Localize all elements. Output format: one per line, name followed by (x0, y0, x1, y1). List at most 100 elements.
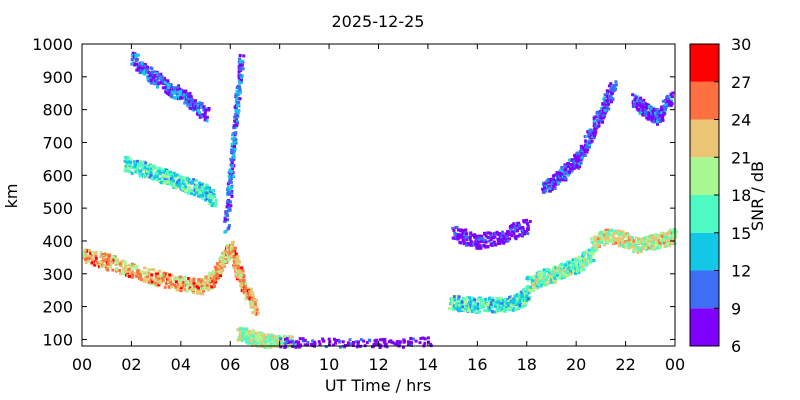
heatmap-cell (311, 339, 315, 343)
heatmap-cell (201, 115, 204, 119)
heatmap-cell (567, 263, 570, 266)
heatmap-cell (383, 338, 387, 342)
heatmap-cell (226, 182, 230, 186)
heatmap-cell (224, 229, 228, 233)
heatmap-cell (238, 97, 242, 101)
heatmap-cell (213, 285, 217, 288)
heatmap-cell (636, 237, 640, 241)
heatmap-cell (513, 299, 517, 303)
heatmap-cell (479, 237, 483, 241)
heatmap-cell (520, 228, 524, 232)
heatmap-cell (482, 243, 486, 247)
heatmap-cell (170, 95, 174, 99)
heatmap-cell (163, 275, 166, 279)
heatmap-cell (131, 273, 135, 277)
heatmap-cell (154, 176, 158, 180)
heatmap-cell (141, 271, 145, 275)
heatmap-cell (126, 166, 130, 170)
heatmap-cell (225, 244, 229, 248)
heatmap-cell (460, 233, 464, 237)
heatmap-cell (505, 235, 509, 239)
heatmap-cell (563, 266, 567, 270)
heatmap-cell (542, 273, 546, 277)
heatmap-cell (240, 271, 244, 275)
heatmap-cell (135, 68, 139, 72)
heatmap-cell (459, 241, 463, 245)
heatmap-cell (609, 94, 613, 98)
heatmap-cell (648, 111, 652, 115)
heatmap-cell (128, 274, 131, 278)
heatmap-cell (594, 238, 597, 242)
heatmap-cell (145, 169, 149, 173)
heatmap-cell (193, 103, 197, 107)
heatmap-cell (194, 107, 198, 111)
heatmap-cell (558, 270, 562, 274)
heatmap-cell (134, 170, 138, 174)
heatmap-cell (203, 113, 207, 117)
heatmap-cell (511, 301, 515, 305)
heatmap-cell (256, 335, 260, 339)
heatmap-cell (448, 307, 451, 310)
heatmap-cell (271, 335, 275, 339)
heatmap-cell (198, 111, 201, 115)
heatmap-cell (552, 265, 556, 269)
heatmap-cell (190, 278, 194, 282)
heatmap-cell (633, 98, 637, 101)
heatmap-cell (461, 297, 465, 301)
heatmap-cell (190, 287, 194, 291)
heatmap-cell (108, 253, 112, 257)
heatmap-cell (531, 288, 535, 292)
heatmap-cell (155, 175, 159, 179)
x-axis-ticks: 00 02 04 06 08 10 12 14 16 18 20 22 00 (72, 44, 685, 374)
heatmap-cell (229, 158, 233, 162)
heatmap-cell (150, 164, 154, 168)
heatmap-cell (666, 239, 670, 243)
heatmap-cell (543, 269, 547, 273)
heatmap-cell (194, 191, 198, 195)
heatmap-cell (143, 164, 147, 168)
heatmap-cell (509, 303, 513, 307)
heatmap-cell (202, 192, 205, 196)
heatmap-cell (169, 173, 173, 177)
heatmap-cell (257, 343, 261, 347)
heatmap-cell (199, 113, 203, 117)
heatmap-cell (172, 279, 176, 283)
heatmap-cell (470, 306, 474, 310)
heatmap-cell (349, 342, 353, 346)
heatmap-cell (629, 245, 633, 249)
heatmap-cell (204, 280, 208, 284)
heatmap-cell (586, 148, 590, 152)
heatmap-cell (580, 156, 584, 160)
heatmap-cell (230, 170, 234, 174)
heatmap-cell (539, 276, 542, 279)
heatmap-cell (130, 165, 134, 169)
heatmap-cell (640, 237, 644, 241)
heatmap-cell (238, 338, 242, 342)
heatmap-cell (198, 181, 201, 185)
heatmap-cell (197, 286, 201, 290)
heatmap-cell (218, 266, 222, 270)
heatmap-cell (554, 266, 558, 270)
heatmap-cell (84, 248, 88, 252)
heatmap-cell (573, 269, 577, 273)
heatmap-cell (659, 231, 663, 235)
heatmap-cell (97, 265, 101, 269)
heatmap-cell (202, 105, 206, 109)
heatmap-cell (149, 173, 153, 177)
heatmap-cell (555, 274, 559, 278)
heatmap-cell (608, 100, 612, 104)
heatmap-cell (378, 338, 382, 342)
heatmap-cell (200, 185, 204, 189)
heatmap-cell (209, 191, 213, 195)
heatmap-cell (230, 137, 234, 141)
heatmap-cell (187, 277, 191, 281)
heatmap-cell (590, 139, 594, 143)
heatmap-cell (582, 145, 586, 149)
heatmap-cell (566, 165, 570, 169)
heatmap-cell (516, 294, 520, 298)
heatmap-cell (646, 117, 650, 121)
heatmap-cell (596, 237, 600, 241)
heatmap-cell (301, 339, 305, 343)
heatmap-cell (633, 245, 637, 249)
heatmap-cell (625, 243, 629, 247)
